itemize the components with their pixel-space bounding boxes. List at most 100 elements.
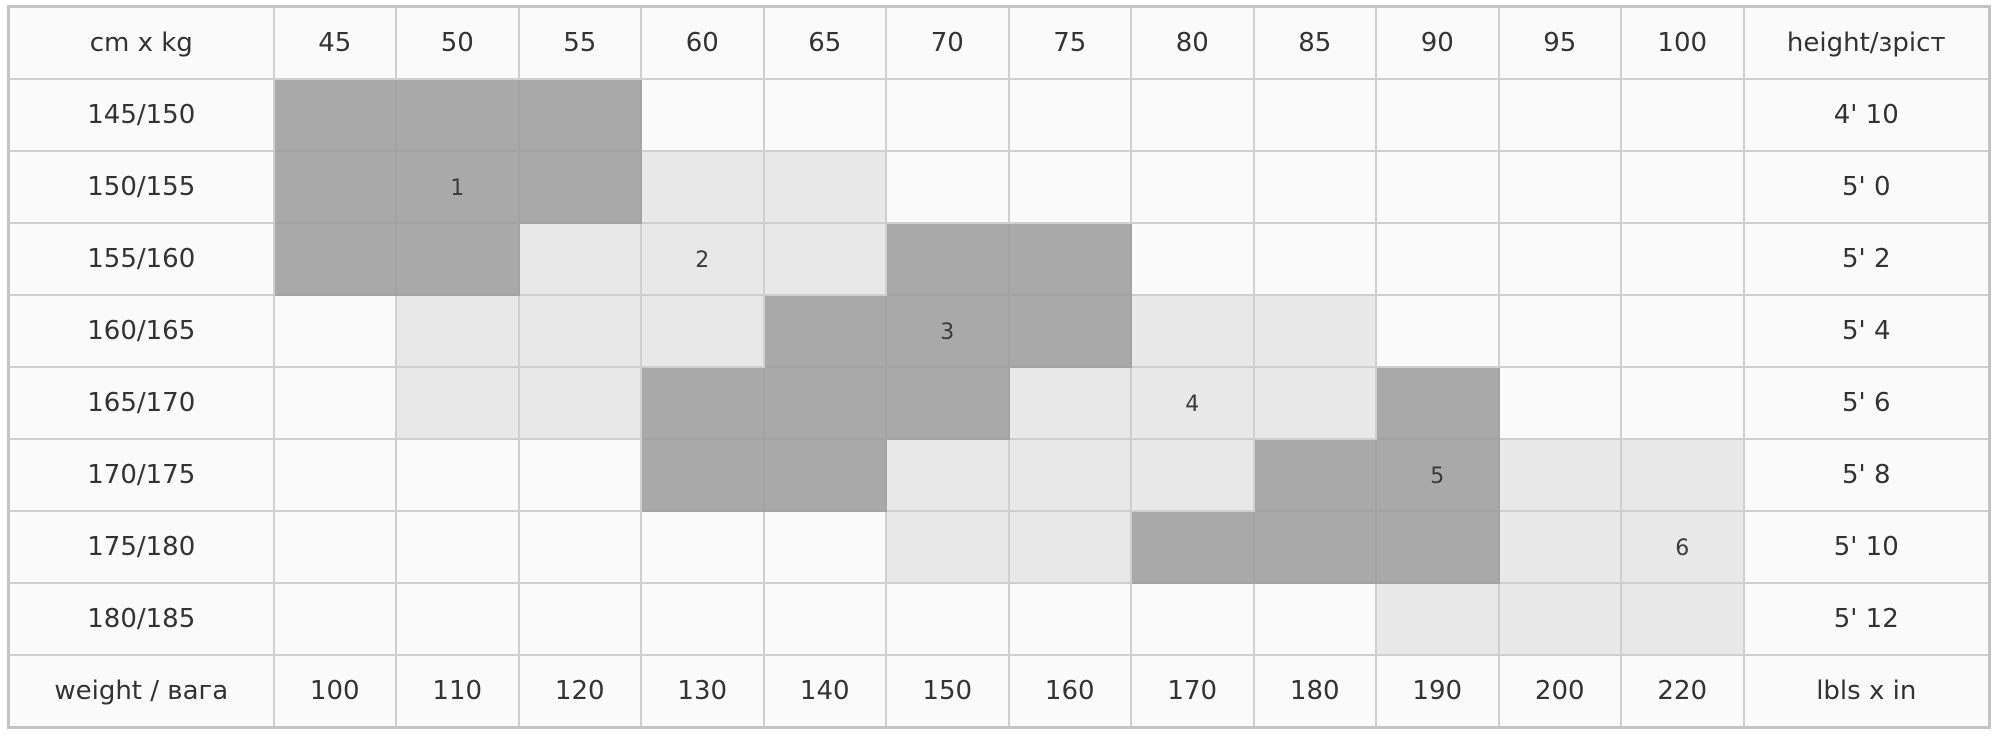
size-number: 6	[1675, 536, 1690, 561]
size-number: 2	[695, 248, 710, 273]
height-imperial-label: 5' 2	[1742, 222, 1991, 296]
height-imperial-header: height/зріст	[1742, 5, 1991, 80]
size-cell-empty	[1497, 78, 1622, 152]
weight-lbs-label: 110	[395, 654, 520, 729]
size-cell-empty	[272, 366, 397, 440]
weight-kg-header: 65	[762, 5, 887, 80]
weight-lbs-label: 180	[1252, 654, 1377, 729]
weight-kg-header: 95	[1497, 5, 1622, 80]
weight-label: weight / вага	[7, 654, 275, 729]
table-row: 180/185 5' 12	[7, 582, 1991, 656]
weight-lbs-label: 220	[1620, 654, 1745, 729]
size-cell-dark	[272, 150, 397, 224]
height-imperial-label: 5' 8	[1742, 438, 1991, 512]
size-cell-empty	[640, 78, 765, 152]
size-number: 5	[1430, 464, 1445, 489]
size-cell-empty	[517, 510, 642, 584]
weight-kg-header: 45	[272, 5, 397, 80]
weight-kg-header: 50	[395, 5, 520, 80]
table-row: 160/165 3 5' 4	[7, 294, 1991, 368]
size-cell-empty	[1252, 150, 1377, 224]
weight-kg-header: 80	[1130, 5, 1255, 80]
size-number: 4	[1185, 392, 1200, 417]
size-cell-light	[885, 510, 1010, 584]
weight-lbs-label: 120	[517, 654, 642, 729]
size-cell-light	[1497, 510, 1622, 584]
weight-lbs-label: 100	[272, 654, 397, 729]
size-cell-light	[640, 294, 765, 368]
size-cell-empty	[1620, 78, 1745, 152]
size-cell-light	[1375, 582, 1500, 656]
size-cell-dark	[395, 78, 520, 152]
size-cell-light	[1130, 294, 1255, 368]
size-cell-light	[1497, 582, 1622, 656]
size-cell-empty	[1130, 582, 1255, 656]
height-imperial-label: 4' 10	[1742, 78, 1991, 152]
height-cm-label: 150/155	[7, 150, 275, 224]
size-cell-light	[1007, 366, 1132, 440]
size-cell-dark	[762, 294, 887, 368]
size-cell-empty	[762, 582, 887, 656]
size-cell-dark	[885, 366, 1010, 440]
table-row: 155/160 2 5' 2	[7, 222, 1991, 296]
corner-label: cm x kg	[7, 5, 275, 80]
size-number: 1	[450, 176, 465, 201]
size-cell-light	[1007, 438, 1132, 512]
size-cell-empty	[1497, 222, 1622, 296]
size-cell-light	[885, 438, 1010, 512]
size-cell-empty	[1252, 222, 1377, 296]
size-cell-light	[1252, 366, 1377, 440]
size-cell-empty	[272, 294, 397, 368]
height-imperial-label: 5' 6	[1742, 366, 1991, 440]
size-cell-dark	[1007, 294, 1132, 368]
size-cell-light	[517, 222, 642, 296]
size-cell-light	[640, 150, 765, 224]
height-cm-label: 145/150	[7, 78, 275, 152]
size-cell-empty	[1252, 78, 1377, 152]
table-row: 170/175 5 5' 8	[7, 438, 1991, 512]
size-cell-empty	[640, 582, 765, 656]
size-cell-empty	[1375, 222, 1500, 296]
size-cell-empty	[395, 510, 520, 584]
size-cell-dark	[1252, 438, 1377, 512]
table-row: 150/155 1 5' 0	[7, 150, 1991, 224]
size-cell-empty	[517, 438, 642, 512]
size-cell-empty	[1130, 222, 1255, 296]
size-cell-dark	[517, 78, 642, 152]
weight-kg-header: 60	[640, 5, 765, 80]
height-imperial-label: 5' 10	[1742, 510, 1991, 584]
size-cell-dark	[1375, 510, 1500, 584]
height-imperial-label: 5' 4	[1742, 294, 1991, 368]
weight-lbs-label: 130	[640, 654, 765, 729]
size-cell-light	[762, 150, 887, 224]
size-cell-light	[517, 366, 642, 440]
height-cm-label: 175/180	[7, 510, 275, 584]
size-cell-dark	[640, 366, 765, 440]
size-cell-empty	[1620, 294, 1745, 368]
size-cell-dark	[762, 366, 887, 440]
size-cell-dark	[885, 222, 1010, 296]
size-cell-empty	[762, 78, 887, 152]
size-cell-light	[1252, 294, 1377, 368]
weight-lbs-label: 160	[1007, 654, 1132, 729]
size-cell-empty	[1375, 78, 1500, 152]
weight-lbs-label: 150	[885, 654, 1010, 729]
height-cm-label: 165/170	[7, 366, 275, 440]
weight-kg-header: 75	[1007, 5, 1132, 80]
size-cell-dark	[640, 438, 765, 512]
size-cell-dark: 5	[1375, 438, 1500, 512]
height-cm-label: 155/160	[7, 222, 275, 296]
size-cell-empty	[1497, 294, 1622, 368]
height-imperial-label: 5' 0	[1742, 150, 1991, 224]
size-cell-empty	[1130, 150, 1255, 224]
table-row: 175/180 6 5' 10	[7, 510, 1991, 584]
size-cell-dark	[395, 222, 520, 296]
size-cell-dark	[272, 78, 397, 152]
height-imperial-label: 5' 12	[1742, 582, 1991, 656]
size-cell-light	[395, 294, 520, 368]
table-row: 145/150 4' 10	[7, 78, 1991, 152]
height-cm-label: 170/175	[7, 438, 275, 512]
size-cell-empty	[272, 582, 397, 656]
size-cell-light	[517, 294, 642, 368]
size-cell-empty	[1007, 150, 1132, 224]
